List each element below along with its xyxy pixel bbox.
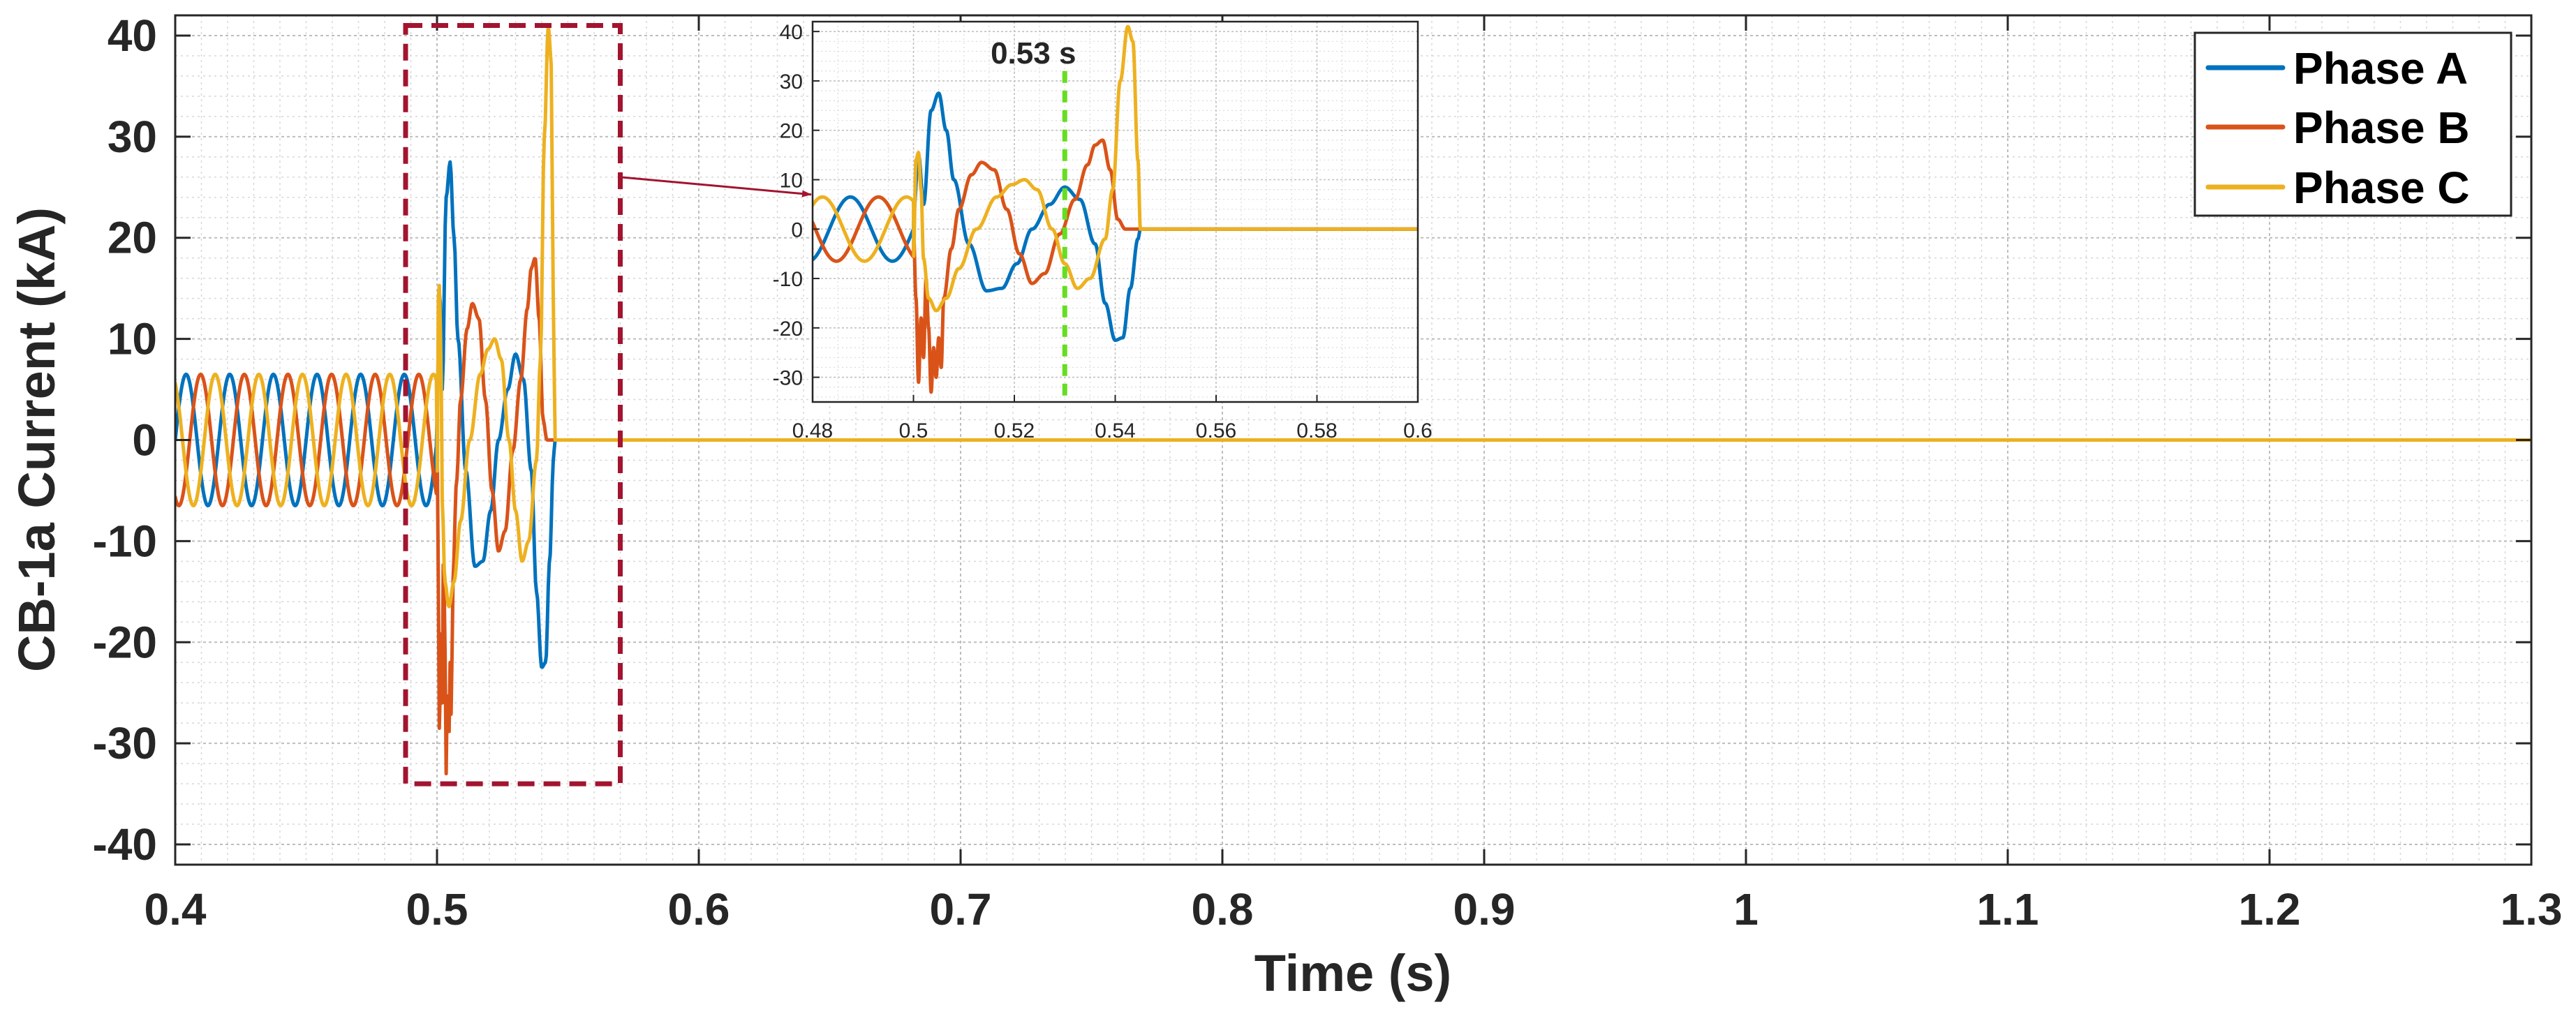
inset-series-group bbox=[813, 24, 1418, 394]
x-tick-label: 0.4 bbox=[145, 884, 207, 934]
x-tick-labels: 0.4 0.5 0.6 0.7 0.8 0.9 1 1.1 1.2 1.3 bbox=[145, 884, 2563, 934]
legend-label-phase-c: Phase C bbox=[2293, 163, 2470, 213]
zoom-arrow bbox=[620, 176, 812, 197]
series-line-phase-c bbox=[175, 23, 2531, 609]
x-tick-label: 1.1 bbox=[1977, 884, 2039, 934]
inset-y-tick-label: 40 bbox=[780, 21, 803, 44]
inset-y-tick-label: -10 bbox=[773, 268, 803, 291]
y-axis-title: CB-1a Current (kA) bbox=[8, 207, 66, 672]
inset-x-tick-label: 0.56 bbox=[1196, 419, 1236, 442]
inset-x-tick-label: 0.52 bbox=[994, 419, 1035, 442]
inset-x-tick-labels: 0.48 0.5 0.52 0.54 0.56 0.58 0.6 bbox=[792, 419, 1433, 442]
inset-x-tick-label: 0.6 bbox=[1403, 419, 1433, 442]
y-tick-label: 10 bbox=[108, 314, 157, 364]
x-tick-label: 1 bbox=[1733, 884, 1759, 934]
y-tick-label: -40 bbox=[93, 819, 158, 870]
inset-series-line-phase-c bbox=[813, 24, 1418, 313]
inset-x-tick-label: 0.48 bbox=[792, 419, 833, 442]
x-tick-label: 0.5 bbox=[406, 884, 468, 934]
inset-tick-marks bbox=[812, 31, 1419, 402]
legend: Phase A Phase B Phase C bbox=[2193, 31, 2512, 217]
inset-y-tick-label: -20 bbox=[773, 318, 803, 341]
inset-y-tick-labels: 40 30 20 10 0 -10 -20 -30 bbox=[773, 21, 803, 389]
y-tick-label: -10 bbox=[93, 516, 158, 566]
x-tick-label: 0.9 bbox=[1453, 884, 1516, 934]
y-tick-labels: 40 30 20 10 0 -10 -20 -30 -40 bbox=[93, 10, 158, 870]
inset-y-tick-label: 10 bbox=[780, 169, 803, 192]
x-tick-label: 1.2 bbox=[2239, 884, 2301, 934]
legend-label-phase-b: Phase B bbox=[2293, 103, 2470, 153]
x-axis-title: Time (s) bbox=[1254, 944, 1451, 1002]
y-tick-label: 0 bbox=[132, 415, 157, 465]
inset-y-tick-label: 30 bbox=[780, 70, 803, 94]
inset-plot-area: 0.53 s 0.48 0.5 0.52 0.54 0.56 0.58 0.6 40 30 20… bbox=[773, 20, 1433, 442]
zoom-highlight-box bbox=[403, 22, 623, 786]
y-tick-label: -30 bbox=[93, 718, 158, 768]
legend-label-phase-a: Phase A bbox=[2293, 43, 2468, 94]
x-tick-label: 1.3 bbox=[2501, 884, 2563, 934]
inset-y-tick-label: 0 bbox=[791, 218, 803, 241]
inset-x-tick-label: 0.58 bbox=[1296, 419, 1337, 442]
main-series-group bbox=[175, 23, 2531, 776]
inset-y-tick-label: -30 bbox=[773, 367, 803, 390]
x-tick-label: 0.6 bbox=[668, 884, 730, 934]
y-tick-label: 30 bbox=[108, 112, 157, 162]
x-tick-label: 0.7 bbox=[930, 884, 992, 934]
inset-x-tick-label: 0.5 bbox=[899, 419, 928, 442]
x-tick-label: 0.8 bbox=[1192, 884, 1254, 934]
y-tick-label: 20 bbox=[108, 213, 157, 263]
inset-x-tick-label: 0.54 bbox=[1095, 419, 1135, 442]
y-tick-label: 40 bbox=[108, 10, 157, 61]
y-tick-label: -20 bbox=[93, 617, 158, 667]
inset-y-tick-label: 20 bbox=[780, 120, 803, 143]
inset-marker-label: 0.53 s bbox=[991, 36, 1076, 70]
